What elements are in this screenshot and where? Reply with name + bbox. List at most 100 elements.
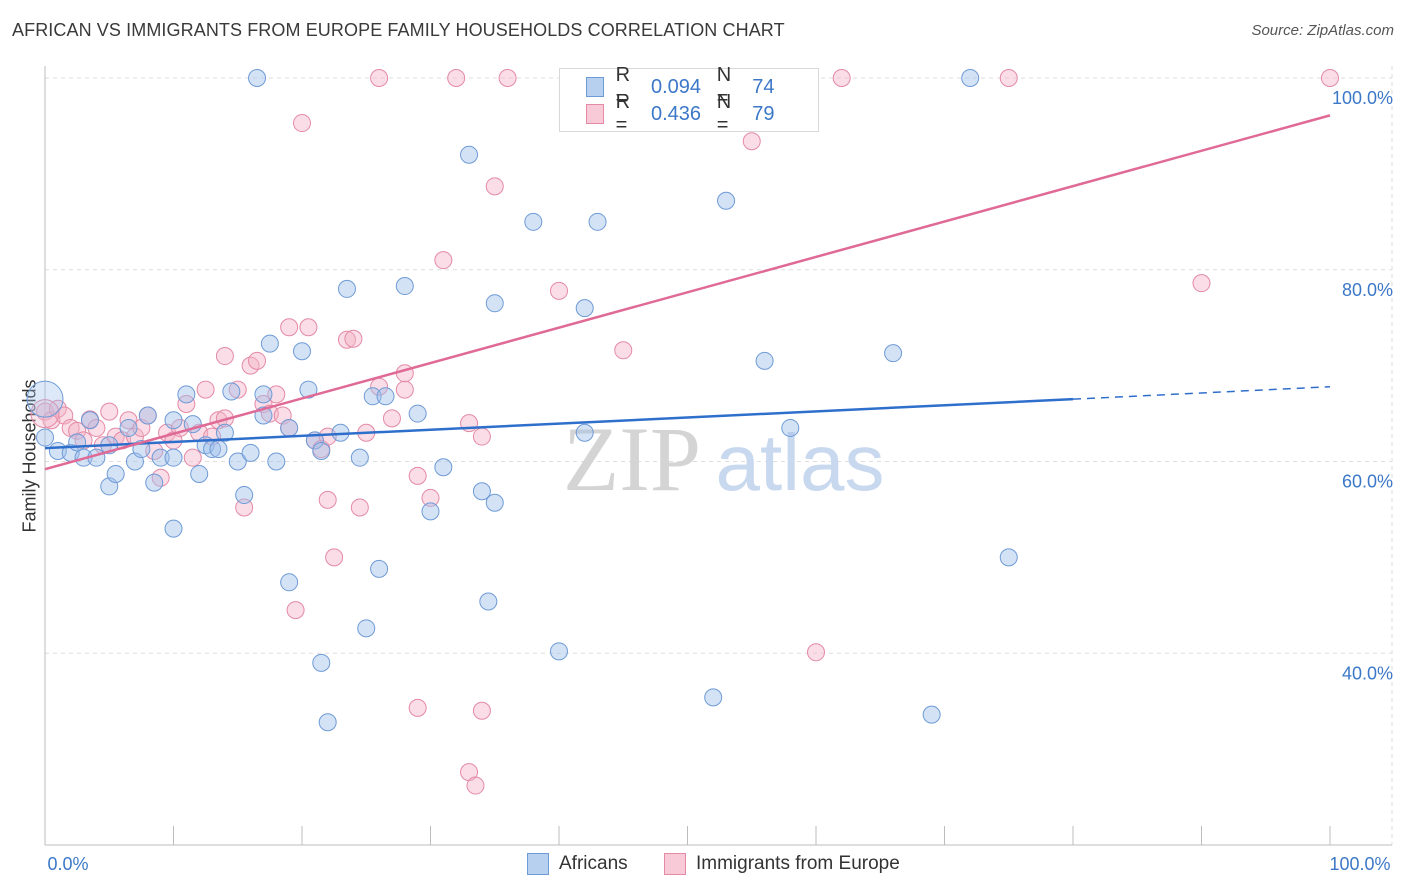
data-point xyxy=(337,330,356,349)
data-point xyxy=(222,382,241,401)
data-point xyxy=(550,642,568,661)
data-point xyxy=(293,114,311,133)
data-point xyxy=(961,69,980,87)
data-point xyxy=(299,380,318,399)
data-point xyxy=(472,427,491,446)
data-point xyxy=(318,713,337,732)
data-point xyxy=(138,406,157,425)
data-point xyxy=(286,601,305,620)
data-point xyxy=(408,404,427,423)
data-point xyxy=(177,394,196,413)
data-point xyxy=(742,132,761,151)
r-label: R = xyxy=(615,91,631,136)
data-point xyxy=(395,277,414,296)
data-point xyxy=(151,448,170,467)
data-point xyxy=(344,329,363,348)
legend-row-europe: R = 0.436 N = 79 xyxy=(586,91,818,136)
data-point xyxy=(260,334,279,353)
data-point xyxy=(209,440,228,459)
n-label: N = xyxy=(716,91,732,136)
data-point xyxy=(832,69,851,87)
data-point xyxy=(575,299,594,318)
data-point xyxy=(460,145,479,164)
africans-points xyxy=(26,69,1018,732)
data-point xyxy=(267,385,286,404)
data-point xyxy=(524,212,543,231)
data-point xyxy=(80,411,99,430)
data-point xyxy=(370,69,389,87)
data-point xyxy=(357,619,376,638)
data-point xyxy=(241,443,260,462)
data-point xyxy=(363,387,382,406)
data-point-large xyxy=(26,380,64,418)
data-point xyxy=(267,452,286,471)
data-point-large xyxy=(30,399,60,429)
data-point xyxy=(36,428,54,447)
data-point xyxy=(235,486,254,505)
data-point xyxy=(350,498,369,517)
data-point xyxy=(588,212,607,231)
data-point xyxy=(434,251,453,270)
data-point xyxy=(807,643,825,662)
data-point xyxy=(228,452,247,471)
data-point xyxy=(312,653,331,672)
africans-swatch xyxy=(586,77,604,97)
europe-swatch xyxy=(586,104,604,124)
data-point xyxy=(447,69,466,87)
europe-trend-line xyxy=(44,114,1331,471)
x-tick-label-min: 0.0% xyxy=(47,854,88,874)
data-point xyxy=(485,177,504,196)
r-value: 0.436 xyxy=(651,102,702,125)
data-point xyxy=(215,347,234,366)
data-point xyxy=(235,498,254,517)
data-point xyxy=(466,776,485,795)
data-point xyxy=(781,418,800,437)
europe-legend-label: Immigrants from Europe xyxy=(696,853,900,874)
x-tick-label-max: 100.0% xyxy=(1329,854,1390,874)
data-point xyxy=(382,409,401,428)
data-point xyxy=(299,318,318,337)
data-point xyxy=(999,69,1018,87)
data-point xyxy=(472,701,491,720)
data-point xyxy=(87,418,106,437)
data-point xyxy=(1321,69,1339,87)
data-point xyxy=(884,344,903,363)
data-point xyxy=(421,488,440,507)
data-point xyxy=(145,473,164,492)
data-point xyxy=(434,458,453,477)
africans-trend-line xyxy=(44,397,1074,450)
y-tick-label: 40.0% xyxy=(1342,663,1393,683)
n-label: N = xyxy=(716,64,732,109)
data-point xyxy=(472,482,491,501)
r-label: R = xyxy=(615,64,631,109)
chart-title: AFRICAN VS IMMIGRANTS FROM EUROPE FAMILY… xyxy=(12,20,785,40)
data-point xyxy=(196,380,215,399)
data-point xyxy=(248,69,267,87)
watermark-zip: ZIP xyxy=(563,408,701,510)
data-point xyxy=(485,493,504,512)
data-point xyxy=(119,418,138,437)
data-point xyxy=(280,418,299,437)
africans-legend-swatch xyxy=(527,853,549,875)
data-point xyxy=(318,490,337,509)
bottom-legend-africans: Africans xyxy=(527,852,628,876)
data-point xyxy=(1192,274,1211,293)
data-point xyxy=(183,448,202,467)
data-point xyxy=(922,705,941,724)
data-point xyxy=(755,351,774,370)
data-point xyxy=(614,341,633,360)
data-point xyxy=(408,698,427,717)
y-tick-label: 60.0% xyxy=(1342,472,1393,492)
legend-row-africans: R = 0.094 N = 74 xyxy=(586,64,818,109)
data-point xyxy=(376,387,395,406)
data-point xyxy=(325,548,344,567)
data-point xyxy=(575,423,594,442)
data-point xyxy=(106,464,125,483)
africans-trend-extension xyxy=(1072,385,1331,400)
tick-labels: 40.0% 60.0% 80.0% 100.0% 0.0% 100.0% xyxy=(47,88,1393,874)
n-value: 74 xyxy=(752,75,775,98)
data-point xyxy=(164,519,183,538)
data-point xyxy=(68,433,87,452)
data-point xyxy=(999,548,1018,567)
